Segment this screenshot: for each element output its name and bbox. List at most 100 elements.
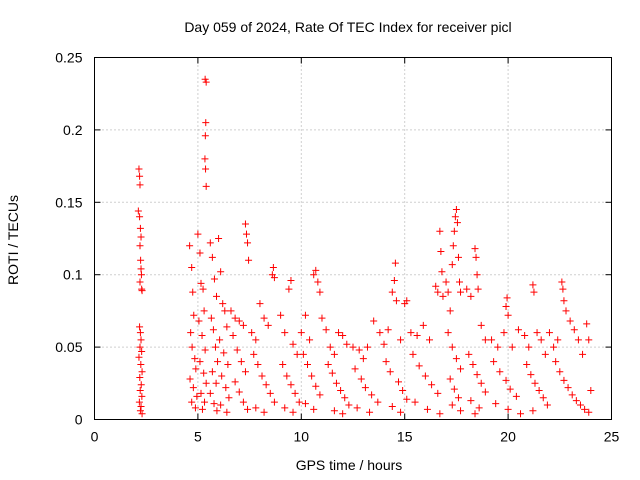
data-point <box>304 361 311 368</box>
data-point <box>445 289 452 296</box>
data-point <box>202 132 209 139</box>
data-point <box>209 254 216 261</box>
data-point <box>188 399 195 406</box>
data-point <box>252 336 259 343</box>
data-point <box>218 373 225 380</box>
data-point <box>358 375 365 382</box>
data-point <box>223 409 230 416</box>
data-point <box>455 394 462 401</box>
data-point <box>138 403 145 410</box>
chart-title: Day 059 of 2024, Rate Of TEC Index for r… <box>184 19 511 35</box>
data-point <box>202 165 209 172</box>
y-tick-label: 0.2 <box>63 122 83 138</box>
data-point <box>236 388 243 395</box>
data-point <box>345 402 352 409</box>
data-point <box>416 362 423 369</box>
data-point <box>523 361 530 368</box>
data-point <box>187 329 194 336</box>
data-point <box>434 390 441 397</box>
data-point <box>492 400 499 407</box>
data-point <box>366 409 373 416</box>
data-point <box>261 315 268 322</box>
data-point <box>482 388 489 395</box>
data-point <box>387 368 394 375</box>
data-point <box>517 410 524 417</box>
data-point <box>542 351 549 358</box>
data-point <box>308 373 315 380</box>
data-point <box>189 344 196 351</box>
data-point <box>455 254 462 261</box>
data-point <box>449 344 456 351</box>
data-point <box>449 261 456 268</box>
data-point <box>199 332 206 339</box>
data-point <box>424 406 431 413</box>
data-point <box>138 271 145 278</box>
data-point <box>138 381 145 388</box>
data-point <box>505 312 512 319</box>
data-point <box>195 318 202 325</box>
data-point <box>469 361 476 368</box>
data-point <box>200 370 207 377</box>
data-point <box>362 384 369 391</box>
data-point <box>451 228 458 235</box>
data-point <box>534 329 541 336</box>
data-point <box>482 336 489 343</box>
data-point <box>465 351 472 358</box>
data-point <box>211 400 218 407</box>
data-point <box>583 320 590 327</box>
data-point <box>436 228 443 235</box>
data-point <box>203 380 210 387</box>
y-tick-label: 0.25 <box>55 50 82 66</box>
data-point <box>350 344 357 351</box>
data-point <box>525 344 532 351</box>
data-point <box>190 312 197 319</box>
data-point <box>283 373 290 380</box>
x-tick-label: 0 <box>91 429 99 445</box>
data-point <box>208 315 215 322</box>
data-point <box>579 351 586 358</box>
data-point <box>194 231 201 238</box>
data-point <box>360 355 367 362</box>
data-point <box>213 293 220 300</box>
data-point <box>521 332 528 339</box>
data-point <box>139 287 146 294</box>
data-point <box>287 277 294 284</box>
data-point <box>213 380 220 387</box>
data-point <box>225 394 232 401</box>
data-point <box>186 242 193 249</box>
data-point <box>494 344 501 351</box>
data-point <box>529 407 536 414</box>
data-point <box>227 307 234 314</box>
data-point <box>219 300 226 307</box>
data-point <box>556 368 563 375</box>
data-point <box>467 293 474 300</box>
data-point <box>210 326 217 333</box>
data-point <box>412 399 419 406</box>
data-point <box>202 119 209 126</box>
data-point <box>281 404 288 411</box>
data-point <box>277 312 284 319</box>
data-point <box>312 383 319 390</box>
data-point <box>199 406 206 413</box>
data-point <box>530 289 537 296</box>
data-point <box>575 336 582 343</box>
data-point <box>395 378 402 385</box>
data-point <box>302 312 309 319</box>
data-point <box>560 297 567 304</box>
data-point <box>221 307 228 314</box>
data-point <box>287 381 294 388</box>
data-point <box>215 235 222 242</box>
data-point <box>137 387 144 394</box>
data-point <box>271 399 278 406</box>
data-point <box>310 406 317 413</box>
data-point <box>414 332 421 339</box>
data-point <box>352 365 359 372</box>
data-point <box>325 361 332 368</box>
data-point <box>248 329 255 336</box>
data-point <box>409 351 416 358</box>
data-point <box>472 410 479 417</box>
data-point <box>201 155 208 162</box>
data-point <box>331 407 338 414</box>
data-point <box>554 336 561 343</box>
data-point <box>222 384 229 391</box>
